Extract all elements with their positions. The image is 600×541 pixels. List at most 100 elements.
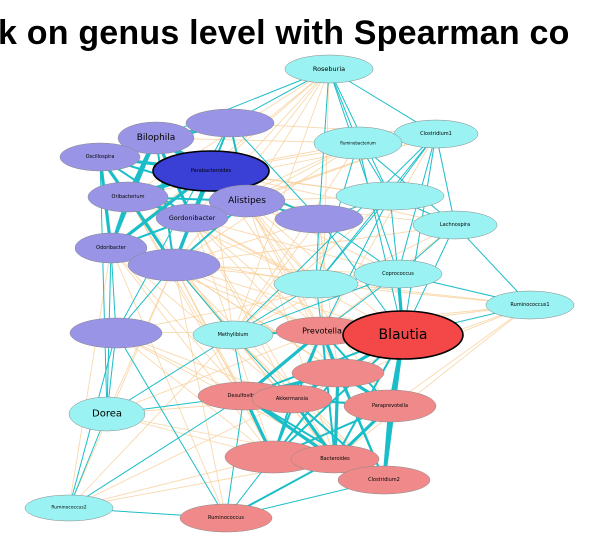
node-ruminococcus2: Ruminococcus2 [24, 494, 114, 522]
positive-edge-ruminococcus2-desulfovibrio [68, 395, 245, 509]
node-alistipes: Alistipes [208, 184, 286, 218]
node-akkermansia-shape [251, 384, 333, 414]
negative-edge-ruminococcus1-paraprevotella [389, 304, 531, 407]
node-dorea-label: Dorea [92, 409, 122, 420]
negative-edge-purple_left-red_unlab2 [115, 332, 274, 458]
node-odoribacter: Odoribacter [74, 232, 148, 264]
node-layer: Roseburia Clostridium1 Ruminobacterium Lach… [24, 54, 575, 533]
positive-edge-purple_top-purple_mid [229, 122, 320, 220]
node-gordonibacter: Gordonibacter [155, 203, 229, 233]
node-ruminococcus2-label: Ruminococcus2 [51, 505, 86, 511]
negative-edge-coprococcus-gordonibacter [191, 217, 399, 275]
negative-edge-odoribacter-ruminococcus [110, 247, 227, 519]
negative-edge-gordonibacter-red_unlab1 [191, 217, 339, 374]
node-alistipes-label: Alistipes [228, 196, 266, 206]
node-akkermansia-label: Akkermansia [276, 396, 308, 402]
node-lachnospira-label: Lachnospira [440, 222, 470, 228]
node-gordonibacter-shape [155, 203, 229, 233]
node-cyan_unlab1 [335, 181, 445, 211]
node-purple_left [69, 317, 163, 349]
node-blautia-label: Blautia [379, 327, 428, 343]
negative-edge-purple_low-ruminococcus2 [68, 264, 175, 509]
node-lachnospira: Lachnospira [412, 210, 498, 240]
node-paraprevotella-label: Paraprevotella [372, 403, 408, 409]
node-roseburia-label: Roseburia [313, 65, 345, 73]
node-roseburia: Roseburia [284, 54, 374, 84]
node-paraprevotella-shape [343, 389, 437, 423]
node-purple_low-shape [127, 248, 221, 282]
node-purple_mid [274, 204, 364, 234]
negative-edge-gordonibacter-prevotella [191, 217, 323, 332]
node-oribacterium-shape [87, 181, 169, 213]
node-clostridium1: Clostridium1 [393, 119, 479, 149]
node-cyan_unlab2 [273, 269, 359, 299]
node-clostridium1-label: Clostridium1 [420, 131, 452, 137]
node-methylibium-shape [192, 320, 274, 350]
node-red_unlab1-shape [291, 358, 385, 388]
node-ruminococcus1: Ruminococcus1 [485, 290, 575, 320]
node-red_unlab1 [291, 358, 385, 388]
node-cyan_unlab1-shape [335, 181, 445, 211]
negative-edge-ruminococcus2-methylibium [68, 334, 234, 509]
negative-edge-odoribacter-red_unlab2 [110, 247, 274, 458]
node-ruminobacterium-label: Ruminobacterium [340, 141, 376, 146]
network-title: k on genus level with Spearman co [0, 14, 570, 52]
node-clostridium2-label: Clostridium2 [368, 477, 400, 483]
positive-edge-roseburia-coprococcus [328, 68, 399, 275]
positive-edge-clostridium1-lachnospira [435, 133, 456, 226]
node-dorea-shape [68, 396, 146, 432]
node-bilophila-shape [117, 121, 195, 155]
node-coprococcus: Coprococcus [353, 259, 443, 289]
negative-edge-ruminobacterium-methylibium [232, 142, 359, 336]
positive-edge-clostridium1-methylibium [232, 133, 437, 336]
node-roseburia-shape [284, 54, 374, 84]
node-akkermansia: Akkermansia [251, 384, 333, 414]
node-purple_top-shape [185, 108, 275, 138]
node-ruminobacterium-shape [313, 126, 403, 160]
node-clostridium2-shape [337, 465, 431, 495]
node-parabacteroides-shape [152, 150, 270, 192]
node-gordonibacter-label: Gordonibacter [169, 214, 216, 222]
node-lachnospira-shape [412, 210, 498, 240]
node-bacteroides: Bacteroides [290, 444, 380, 474]
positive-edge-ruminococcus-purple_left [115, 332, 227, 519]
node-clostridium2: Clostridium2 [337, 465, 431, 495]
node-odoribacter-shape [74, 232, 148, 264]
node-alistipes-shape [208, 184, 286, 218]
node-blautia: Blautia [342, 310, 464, 360]
node-methylibium-label: Methylibium [218, 332, 249, 338]
node-ruminococcus: Ruminococcus [179, 503, 273, 533]
node-paraprevotella: Paraprevotella [343, 389, 437, 423]
node-bacteroides-label: Bacteroides [320, 456, 350, 462]
negative-edge-ruminococcus1-bacteroides [334, 304, 531, 460]
negative-edge-cyan_unlab1-methylibium [232, 195, 391, 336]
node-coprococcus-label: Coprococcus [382, 271, 414, 277]
node-purple_top [185, 108, 275, 138]
positive-edge-blautia-ruminobacterium [357, 142, 404, 336]
negative-edge-oribacterium-desulfovibrio [127, 196, 245, 397]
positive-edge-red_unlab1-bacteroides [333, 372, 340, 460]
node-cyan_unlab2-shape [273, 269, 359, 299]
negative-edge-purple_mid-methylibium [232, 218, 320, 336]
node-odoribacter-label: Odoribacter [96, 245, 127, 251]
node-ruminobacterium: Ruminobacterium [313, 126, 403, 160]
positive-edge-blautia-clostridium1 [402, 133, 437, 336]
node-coprococcus-shape [353, 259, 443, 289]
node-parabacteroides: Parabacteroides [152, 150, 270, 192]
node-bilophila-label: Bilophila [137, 133, 176, 143]
node-oscillospira: Oscillospira [59, 142, 141, 172]
node-methylibium: Methylibium [192, 320, 274, 350]
node-purple_left-shape [69, 317, 163, 349]
node-ruminococcus-label: Ruminococcus [208, 515, 244, 521]
node-ruminococcus1-label: Ruminococcus1 [510, 302, 549, 308]
node-desulfovibrio-label: Desulfovibrio [228, 393, 261, 399]
node-bacteroides-shape [290, 444, 380, 474]
node-ruminococcus2-shape [24, 494, 114, 522]
negative-edge-odoribacter-ruminococcus2 [68, 247, 112, 509]
negative-edge-dorea-prevotella [106, 330, 323, 415]
node-parabacteroides-label: Parabacteroides [191, 168, 232, 174]
node-dorea: Dorea [68, 396, 146, 432]
node-prevotella-label: Prevotella [302, 327, 342, 336]
positive-edge-cyan_unlab1-prevotella [321, 195, 391, 332]
